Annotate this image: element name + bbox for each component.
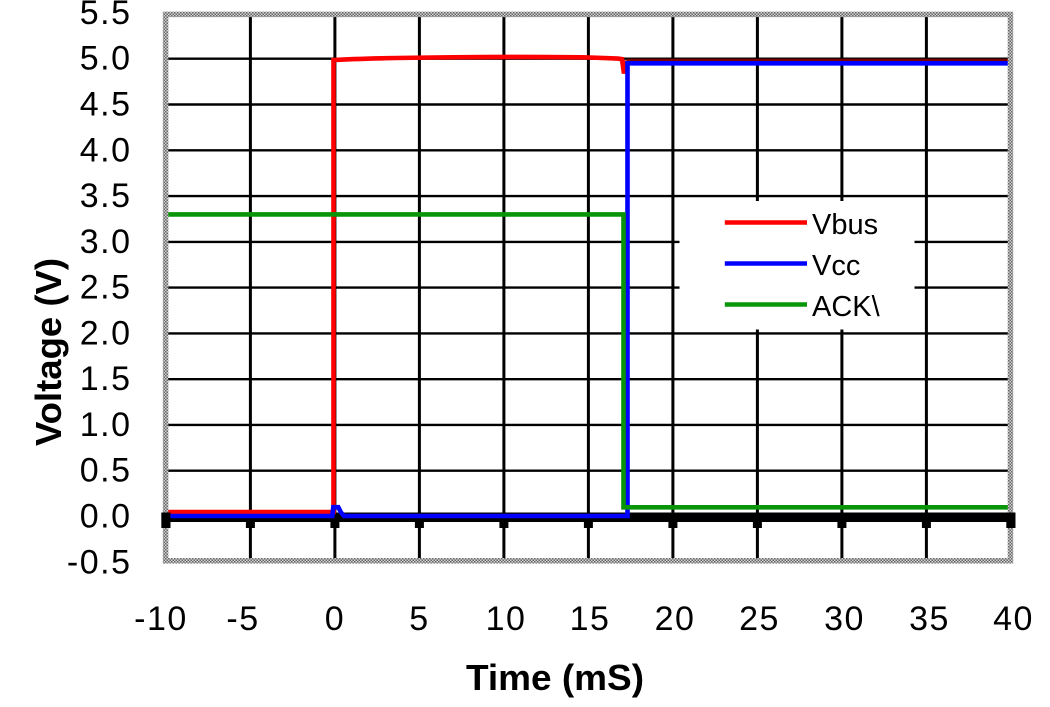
svg-text:3.5: 3.5 — [80, 177, 132, 215]
svg-text:10: 10 — [486, 600, 527, 638]
svg-text:Time (mS): Time (mS) — [466, 657, 644, 698]
svg-text:1.5: 1.5 — [80, 360, 132, 398]
svg-text:0.5: 0.5 — [80, 452, 132, 490]
svg-text:Vbus: Vbus — [812, 209, 878, 241]
svg-text:1.0: 1.0 — [80, 406, 132, 444]
svg-text:0: 0 — [325, 600, 345, 638]
svg-text:5: 5 — [409, 600, 429, 638]
svg-text:0.0: 0.0 — [80, 498, 132, 536]
svg-text:2.0: 2.0 — [80, 314, 132, 352]
svg-text:Vcc: Vcc — [812, 250, 860, 282]
svg-text:ACK\: ACK\ — [812, 291, 881, 323]
svg-text:15: 15 — [570, 600, 611, 638]
svg-text:4.0: 4.0 — [80, 131, 132, 169]
svg-text:5.0: 5.0 — [80, 40, 132, 78]
svg-text:-0.5: -0.5 — [67, 543, 132, 581]
svg-text:2.5: 2.5 — [80, 269, 132, 307]
svg-text:4.5: 4.5 — [80, 86, 132, 124]
svg-text:30: 30 — [824, 600, 865, 638]
svg-text:-10: -10 — [134, 600, 188, 638]
svg-text:-5: -5 — [226, 600, 259, 638]
svg-text:Voltage (V): Voltage (V) — [28, 258, 69, 446]
svg-text:3.0: 3.0 — [80, 223, 132, 261]
svg-text:40: 40 — [993, 600, 1034, 638]
svg-text:5.5: 5.5 — [80, 0, 132, 32]
svg-text:25: 25 — [739, 600, 780, 638]
svg-text:20: 20 — [655, 600, 696, 638]
svg-text:35: 35 — [909, 600, 950, 638]
